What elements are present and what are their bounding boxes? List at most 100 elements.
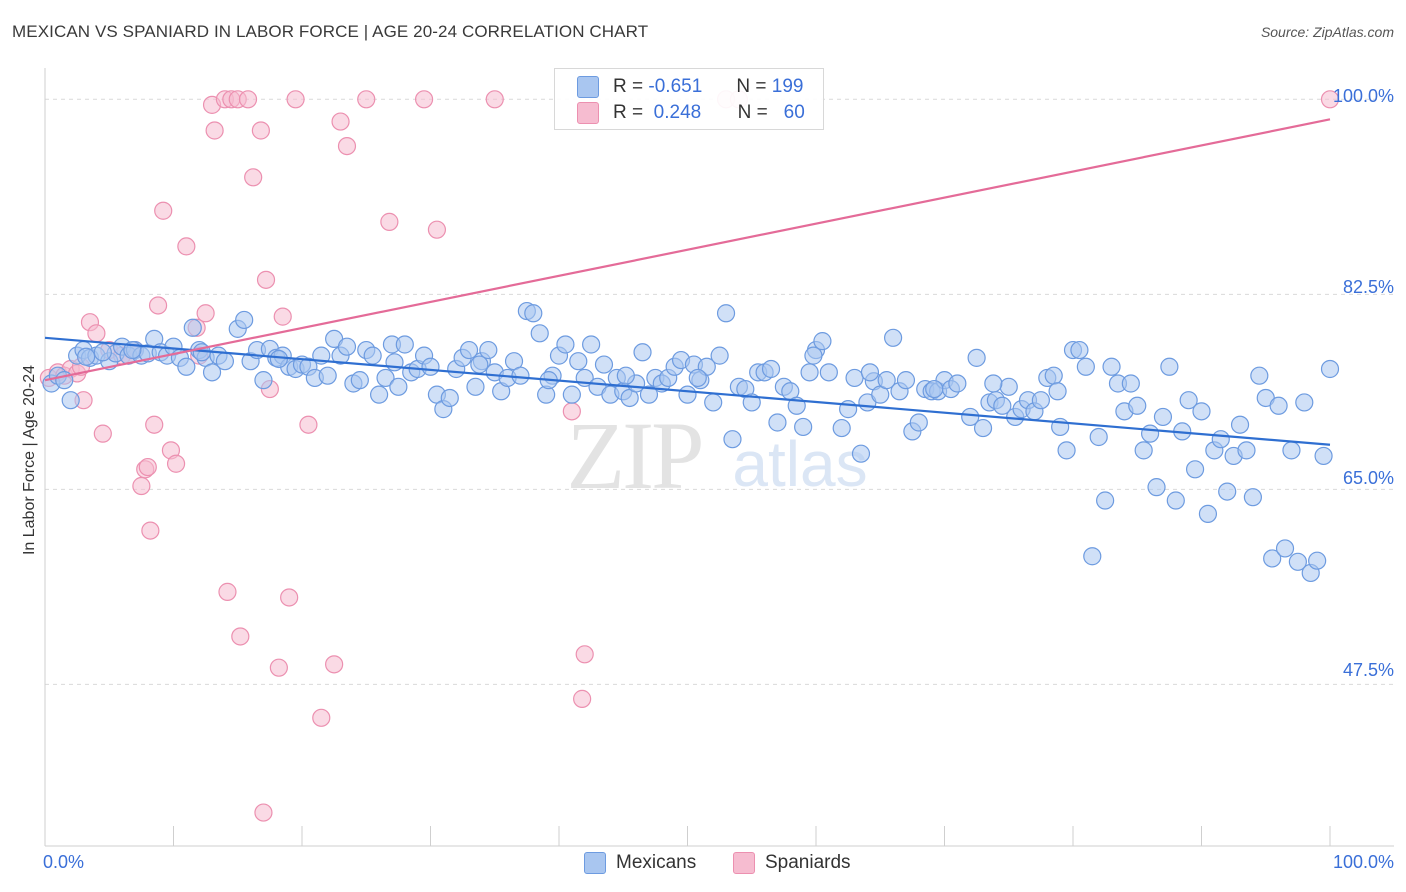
spaniard-point	[357, 90, 376, 109]
spaniard-point	[196, 304, 215, 323]
mexican-point	[254, 371, 273, 390]
y-tick-label-82-5: 82.5%	[1342, 277, 1394, 297]
mexican-point	[421, 357, 440, 376]
bottom-legend-swatch-spaniards	[733, 852, 755, 874]
source-credit: Source: ZipAtlas.com	[1260, 24, 1394, 40]
mexican-point	[1288, 552, 1307, 571]
mexican-point	[883, 328, 903, 347]
spaniard-point	[154, 201, 173, 220]
spaniard-point	[562, 402, 581, 421]
mexican-point	[1070, 340, 1089, 360]
mexican-point	[984, 374, 1003, 393]
spaniard-point	[254, 803, 273, 822]
mexican-point	[202, 363, 222, 382]
mexican-point	[1153, 407, 1173, 427]
x-tick-label-left: 0.0%	[43, 852, 85, 872]
watermark: ZIP atlas	[567, 402, 868, 509]
mexican-point	[183, 318, 202, 337]
spaniard-point	[138, 457, 157, 477]
mexican-point	[235, 310, 254, 330]
spaniard-point	[269, 658, 288, 677]
mexican-point	[318, 366, 337, 385]
mexican-point	[215, 352, 234, 371]
mexican-point	[350, 371, 369, 390]
spaniard-point	[280, 588, 299, 607]
spaniard-point	[414, 90, 434, 109]
mexican-point	[1076, 357, 1095, 376]
mexican-point	[1250, 366, 1269, 385]
spaniard-point	[485, 90, 504, 109]
mexican-point	[948, 374, 967, 393]
mexican-point	[1263, 549, 1282, 568]
mexican-point	[860, 363, 880, 382]
mexican-point	[1160, 357, 1179, 376]
mexican-point	[1308, 551, 1327, 570]
mexican-point	[678, 385, 697, 404]
trend-lines	[44, 118, 1331, 446]
spaniard-point	[575, 645, 594, 664]
mexican-point	[1275, 539, 1295, 558]
mexican-point	[633, 343, 652, 362]
mexican-point	[1031, 391, 1050, 410]
y-tick-label-100: 100.0%	[1332, 86, 1394, 106]
mexican-point	[1057, 441, 1076, 460]
spaniard-point	[286, 90, 305, 109]
mexican-point	[688, 368, 707, 388]
mexican-point	[582, 335, 601, 354]
mexican-point	[389, 377, 408, 396]
mexican-point	[440, 388, 459, 408]
mexican-point	[804, 346, 823, 365]
mexican-point	[1237, 441, 1256, 460]
legend-r-spaniards: 0.248	[653, 102, 702, 123]
mexican-point	[1198, 504, 1218, 523]
mexican-point	[511, 366, 530, 385]
mexican-point	[1218, 482, 1237, 501]
spaniard-point	[231, 627, 250, 646]
legend-row-spaniards: R = 0.248 N = 60	[577, 101, 805, 125]
spaniard-point	[145, 415, 164, 434]
spaniard-point	[312, 708, 331, 727]
mexican-point	[1128, 396, 1147, 415]
spaniard-point	[205, 121, 224, 140]
mexican-point	[1243, 488, 1263, 507]
mexican-point	[973, 418, 993, 438]
mexican-point	[999, 377, 1018, 396]
mexican-point	[896, 371, 916, 390]
mexican-point	[556, 335, 575, 354]
spaniard-point	[132, 476, 151, 496]
mexican-point	[530, 324, 549, 343]
mexican-point	[813, 332, 832, 351]
mexican-point	[61, 391, 80, 410]
watermark-atlas: atlas	[732, 428, 867, 500]
mexican-point	[1166, 491, 1185, 510]
mexican-point	[616, 366, 635, 385]
legend-n-label: N =	[736, 76, 767, 97]
mexican-point	[993, 396, 1012, 415]
spaniard-point	[1320, 90, 1340, 109]
mexican-point	[1048, 382, 1067, 401]
mexican-point	[466, 377, 485, 396]
mexican-point	[1314, 446, 1333, 466]
mexicans-trend-line	[44, 336, 1331, 446]
mexican-point	[925, 379, 944, 399]
spaniard-point	[273, 307, 292, 326]
mexican-point	[961, 407, 980, 427]
mexican-point	[1089, 427, 1108, 447]
legend-r-label: R =	[613, 76, 644, 97]
mexican-point	[742, 393, 761, 412]
axes	[44, 68, 1394, 847]
spaniard-point	[148, 296, 168, 315]
mexican-point	[723, 430, 742, 449]
spaniard-point	[256, 270, 276, 289]
spaniard-point	[166, 454, 186, 473]
mexican-point	[1147, 478, 1166, 497]
bottom-legend-swatch-mexicans	[584, 852, 606, 874]
mexican-point	[1083, 547, 1102, 566]
legend-n-spaniards: 60	[783, 102, 805, 123]
mexican-point	[845, 368, 864, 388]
mexican-point	[1185, 460, 1205, 479]
legend-n-label: N =	[737, 102, 768, 123]
spaniard-point	[218, 582, 237, 601]
mexican-point	[710, 346, 729, 365]
